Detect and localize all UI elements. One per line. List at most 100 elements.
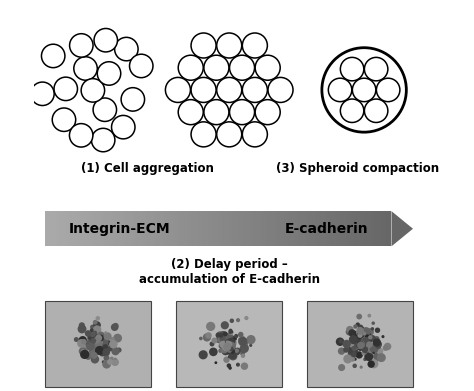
Circle shape: [362, 327, 371, 336]
Circle shape: [219, 341, 226, 348]
Polygon shape: [384, 211, 388, 246]
Circle shape: [367, 345, 376, 353]
Circle shape: [96, 342, 100, 345]
Circle shape: [88, 335, 96, 343]
Circle shape: [221, 347, 229, 355]
Circle shape: [376, 341, 382, 347]
Circle shape: [361, 337, 370, 345]
Circle shape: [338, 339, 343, 343]
Circle shape: [373, 338, 381, 347]
Circle shape: [356, 351, 363, 359]
Circle shape: [238, 332, 244, 337]
Circle shape: [358, 341, 365, 348]
Circle shape: [226, 338, 229, 341]
Circle shape: [70, 34, 93, 57]
Circle shape: [241, 345, 248, 352]
Circle shape: [356, 340, 365, 348]
Circle shape: [117, 348, 122, 353]
Circle shape: [96, 343, 100, 348]
Circle shape: [328, 78, 352, 102]
Circle shape: [366, 328, 374, 336]
Circle shape: [367, 361, 375, 368]
Circle shape: [230, 349, 235, 354]
Polygon shape: [225, 211, 229, 246]
Text: E-cadherin: E-cadherin: [285, 222, 369, 236]
Circle shape: [86, 342, 95, 351]
Polygon shape: [149, 211, 153, 246]
Circle shape: [228, 366, 232, 370]
Circle shape: [228, 348, 232, 353]
Circle shape: [93, 339, 96, 341]
Polygon shape: [111, 211, 115, 246]
Circle shape: [214, 361, 217, 364]
Circle shape: [90, 340, 96, 346]
Polygon shape: [367, 211, 371, 246]
Circle shape: [93, 331, 97, 335]
Circle shape: [365, 335, 369, 340]
Polygon shape: [333, 211, 336, 246]
Polygon shape: [329, 211, 333, 246]
Circle shape: [204, 55, 229, 80]
Circle shape: [100, 343, 102, 345]
Circle shape: [216, 331, 224, 339]
Circle shape: [361, 351, 365, 355]
Circle shape: [358, 339, 365, 346]
Circle shape: [236, 318, 240, 322]
Circle shape: [95, 343, 98, 346]
Circle shape: [377, 353, 386, 362]
Polygon shape: [56, 211, 59, 246]
Circle shape: [369, 337, 374, 342]
Circle shape: [241, 362, 248, 370]
Circle shape: [226, 341, 233, 348]
Circle shape: [375, 343, 382, 349]
Circle shape: [244, 316, 248, 320]
Circle shape: [235, 348, 239, 353]
Circle shape: [98, 342, 102, 346]
Circle shape: [226, 344, 233, 352]
Circle shape: [356, 341, 365, 349]
Circle shape: [228, 330, 233, 334]
Circle shape: [368, 335, 373, 339]
Polygon shape: [191, 211, 194, 246]
Text: (2) Delay period –
accumulation of E-cadherin: (2) Delay period – accumulation of E-cad…: [139, 258, 319, 286]
Circle shape: [226, 336, 234, 345]
Circle shape: [92, 342, 100, 350]
Circle shape: [366, 343, 374, 352]
Polygon shape: [315, 211, 319, 246]
Circle shape: [362, 337, 371, 345]
Circle shape: [349, 355, 353, 359]
Circle shape: [354, 358, 357, 361]
Circle shape: [355, 344, 358, 348]
Circle shape: [346, 326, 354, 334]
Circle shape: [228, 329, 233, 333]
Circle shape: [343, 347, 349, 353]
Circle shape: [103, 355, 109, 361]
Polygon shape: [392, 211, 413, 246]
Circle shape: [234, 334, 238, 338]
Circle shape: [110, 357, 114, 360]
Circle shape: [100, 335, 109, 344]
Polygon shape: [277, 211, 281, 246]
Circle shape: [363, 357, 367, 361]
Polygon shape: [270, 211, 274, 246]
Circle shape: [111, 358, 119, 366]
Circle shape: [232, 352, 237, 357]
Circle shape: [87, 332, 96, 341]
Polygon shape: [83, 211, 87, 246]
Circle shape: [84, 344, 90, 350]
Circle shape: [91, 355, 99, 364]
Circle shape: [346, 328, 353, 335]
Circle shape: [242, 77, 267, 102]
Circle shape: [90, 328, 94, 332]
Polygon shape: [52, 211, 56, 246]
Circle shape: [99, 350, 106, 357]
Circle shape: [365, 334, 370, 340]
Circle shape: [93, 98, 117, 122]
Polygon shape: [187, 211, 191, 246]
Circle shape: [228, 341, 231, 344]
Circle shape: [94, 340, 102, 348]
Circle shape: [225, 340, 229, 344]
Circle shape: [178, 100, 203, 125]
Polygon shape: [73, 211, 77, 246]
Circle shape: [360, 366, 363, 369]
